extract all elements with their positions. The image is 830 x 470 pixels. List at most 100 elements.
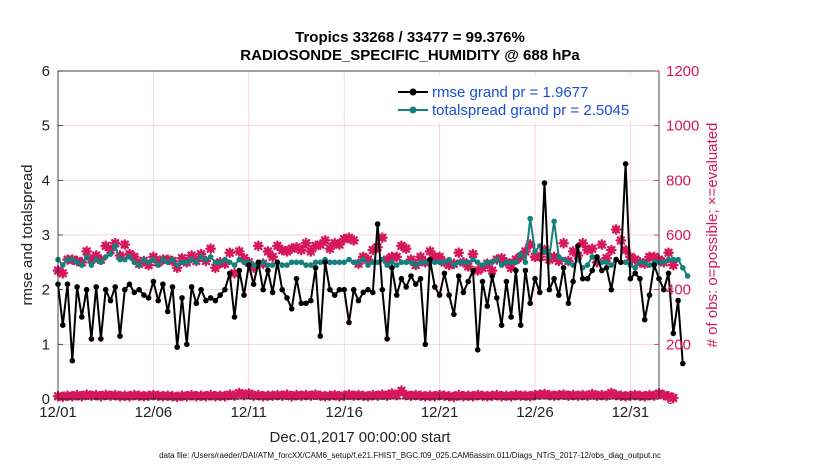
possible-point	[319, 235, 331, 246]
totalspread-point	[250, 262, 257, 268]
possible-point	[496, 252, 507, 264]
totalspread-point	[560, 256, 567, 263]
totalspread-point	[365, 262, 371, 268]
rmse-point	[184, 341, 190, 348]
totalspread-point	[455, 259, 462, 266]
y-tick-left-label: 3	[42, 227, 50, 244]
possible-point	[276, 244, 288, 256]
totalspread-point	[675, 256, 681, 263]
possible-point	[281, 246, 293, 257]
totalspread-point	[670, 256, 677, 263]
totalspread-point	[83, 254, 90, 260]
y-tick-right-label: 1200	[666, 63, 699, 80]
evaluated-point	[186, 389, 197, 401]
y-tick-right-label: 600	[666, 227, 691, 244]
legend: rmse grand pr = 1.9677 totalspread grand…	[393, 76, 651, 122]
rmse-point	[565, 300, 572, 307]
y-tick-right-label: 1000	[666, 118, 699, 135]
evaluated-point	[605, 387, 617, 399]
totalspread-point	[303, 262, 309, 268]
rmse-point	[489, 273, 495, 279]
totalspread-point	[269, 262, 276, 268]
evaluated-point	[305, 390, 317, 402]
totalspread-point	[98, 259, 104, 266]
rmse-point	[632, 270, 638, 277]
rmse-point	[393, 292, 400, 298]
rmse-point	[517, 322, 524, 329]
totalspread-point	[150, 256, 157, 263]
possible-point	[548, 251, 560, 263]
possible-point	[605, 244, 617, 256]
totalspread-point	[417, 259, 424, 266]
rmse-point	[274, 259, 281, 266]
totalspread-point	[565, 259, 572, 266]
possible-point	[582, 244, 593, 256]
totalspread-point	[64, 256, 71, 263]
rmse-point	[384, 336, 390, 342]
rmse-point	[541, 180, 548, 186]
rmse-point	[64, 281, 71, 288]
rmse-point	[398, 275, 405, 282]
rmse-point	[651, 262, 657, 268]
rmse-point	[527, 300, 533, 307]
evaluated-point	[343, 389, 355, 401]
totalspread-point	[174, 262, 180, 268]
totalspread-point	[680, 265, 686, 271]
y-axis-left-label: rmse and totalspread	[19, 165, 36, 306]
totalspread-point	[231, 262, 238, 268]
rmse-point	[584, 275, 591, 282]
rmse-point	[537, 289, 543, 296]
possible-point	[596, 239, 608, 250]
totalspread-point	[360, 256, 367, 263]
totalspread-point	[284, 262, 290, 268]
totalspread-point	[126, 254, 133, 260]
possible-point	[338, 233, 350, 245]
y-tick-left-label: 2	[42, 282, 50, 299]
totalspread-point	[422, 259, 429, 266]
totalspread-point	[436, 259, 443, 266]
totalspread-point	[374, 259, 381, 266]
totalspread-point	[589, 254, 595, 260]
y-axis-right: 0 200 400 600 800 1000 1200	[654, 63, 699, 408]
possible-point	[396, 240, 407, 252]
totalspread-point	[441, 259, 448, 266]
totalspread-point	[160, 256, 166, 263]
rmse-point	[331, 292, 338, 298]
totalspread-point	[513, 259, 519, 266]
evaluated-point	[81, 389, 93, 401]
totalspread-point	[293, 259, 300, 266]
rmse-point	[122, 286, 128, 293]
rmse-point	[451, 311, 457, 318]
possible-point	[524, 239, 536, 250]
possible-point	[615, 235, 627, 246]
evaluated-point	[252, 389, 264, 401]
totalspread-point	[489, 259, 495, 266]
rmse-point	[212, 297, 219, 304]
totalspread-point	[222, 256, 228, 263]
rmse-point	[312, 265, 319, 271]
possible-point	[486, 265, 498, 276]
totalspread-point	[584, 262, 591, 268]
totalspread-point	[298, 259, 305, 266]
y-tick-left-label: 1	[42, 336, 50, 353]
possible-point	[176, 252, 188, 264]
rmse-point	[203, 297, 209, 304]
rmse-point	[374, 221, 381, 227]
x-tick-label: 12/21	[421, 404, 459, 421]
rmse-point	[379, 286, 386, 293]
rmse-point	[174, 344, 180, 350]
totalspread-point	[312, 259, 319, 266]
x-tick-label: 12/06	[135, 404, 173, 421]
possible-point	[462, 261, 474, 272]
evaluated-point	[286, 390, 298, 402]
totalspread-point	[522, 259, 529, 266]
rmse-point	[193, 300, 200, 307]
possible-point	[233, 246, 245, 257]
rmse-point	[637, 275, 643, 282]
y-tick-left-label: 5	[42, 118, 50, 135]
totalspread-point	[661, 259, 667, 266]
possible-point	[400, 243, 412, 255]
rmse-point	[503, 278, 510, 285]
totalspread-point	[470, 256, 476, 263]
